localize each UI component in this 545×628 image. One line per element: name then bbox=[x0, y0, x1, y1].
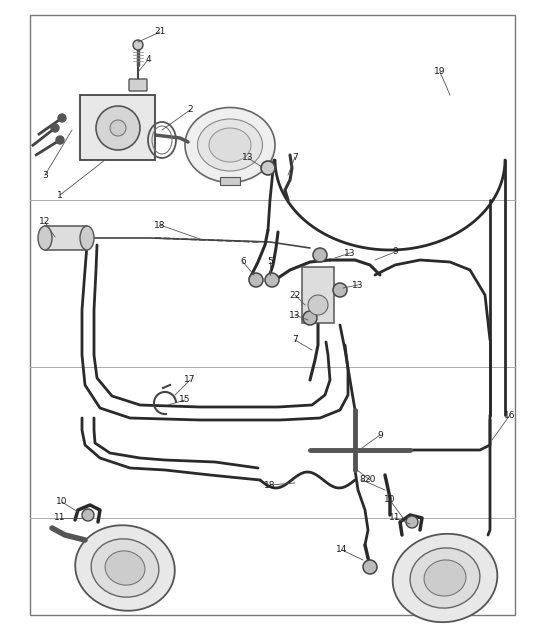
Circle shape bbox=[333, 283, 347, 297]
Text: 11: 11 bbox=[389, 514, 401, 522]
Text: 15: 15 bbox=[179, 396, 191, 404]
Ellipse shape bbox=[197, 119, 263, 171]
Circle shape bbox=[261, 161, 275, 175]
Circle shape bbox=[249, 273, 263, 287]
Ellipse shape bbox=[75, 525, 175, 611]
Text: 19: 19 bbox=[434, 67, 446, 77]
Text: 16: 16 bbox=[504, 411, 516, 420]
Text: 13: 13 bbox=[352, 281, 364, 290]
Bar bbox=[30, 15, 515, 615]
Text: 3: 3 bbox=[42, 170, 48, 180]
Text: 7: 7 bbox=[292, 335, 298, 345]
Circle shape bbox=[58, 114, 66, 122]
Circle shape bbox=[363, 560, 377, 574]
Ellipse shape bbox=[80, 226, 94, 250]
Text: 18: 18 bbox=[264, 480, 276, 489]
Text: 11: 11 bbox=[54, 514, 66, 522]
Text: 14: 14 bbox=[336, 546, 348, 555]
Text: 9: 9 bbox=[377, 431, 383, 440]
Text: 9: 9 bbox=[392, 247, 398, 256]
Circle shape bbox=[406, 516, 418, 528]
Text: 22: 22 bbox=[289, 291, 301, 300]
Circle shape bbox=[313, 248, 327, 262]
Circle shape bbox=[308, 295, 328, 315]
Text: 13: 13 bbox=[289, 310, 301, 320]
Text: 6: 6 bbox=[240, 257, 246, 266]
Ellipse shape bbox=[185, 107, 275, 183]
Text: 10: 10 bbox=[56, 497, 68, 507]
Text: 17: 17 bbox=[184, 376, 196, 384]
Text: 5: 5 bbox=[267, 257, 273, 266]
Ellipse shape bbox=[105, 551, 145, 585]
Ellipse shape bbox=[38, 226, 52, 250]
Ellipse shape bbox=[424, 560, 466, 596]
Text: 18: 18 bbox=[154, 220, 166, 229]
Circle shape bbox=[82, 509, 94, 521]
Circle shape bbox=[96, 106, 140, 150]
Ellipse shape bbox=[392, 534, 498, 622]
Circle shape bbox=[56, 136, 64, 144]
Text: 13: 13 bbox=[242, 153, 254, 163]
Text: 13: 13 bbox=[344, 249, 356, 257]
Circle shape bbox=[303, 311, 317, 325]
Ellipse shape bbox=[410, 548, 480, 608]
Ellipse shape bbox=[209, 128, 251, 162]
Circle shape bbox=[265, 273, 279, 287]
Text: 1: 1 bbox=[57, 190, 63, 200]
Text: 12: 12 bbox=[39, 217, 51, 227]
Text: 7: 7 bbox=[292, 153, 298, 161]
Text: 8: 8 bbox=[359, 475, 365, 484]
Text: 21: 21 bbox=[154, 28, 166, 36]
Ellipse shape bbox=[91, 539, 159, 597]
Circle shape bbox=[133, 40, 143, 50]
Text: 20: 20 bbox=[364, 475, 376, 484]
Circle shape bbox=[51, 124, 59, 132]
Text: 10: 10 bbox=[384, 495, 396, 504]
FancyBboxPatch shape bbox=[129, 79, 147, 91]
Bar bbox=[80, 95, 155, 160]
Bar bbox=[302, 267, 334, 323]
Bar bbox=[220, 177, 240, 185]
Bar bbox=[45, 226, 87, 250]
Text: 4: 4 bbox=[145, 55, 151, 65]
Text: 2: 2 bbox=[187, 106, 193, 114]
Circle shape bbox=[110, 120, 126, 136]
